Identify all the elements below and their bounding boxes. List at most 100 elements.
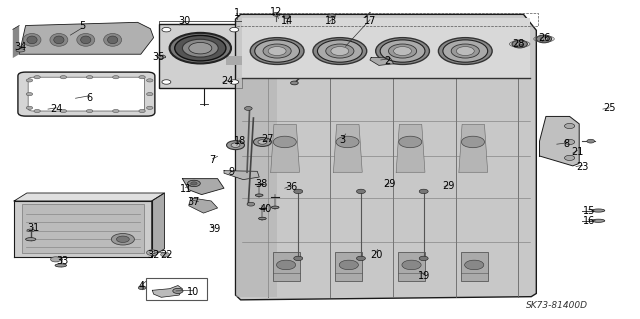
Text: 6: 6 (86, 93, 93, 103)
Polygon shape (152, 193, 164, 257)
Circle shape (326, 44, 354, 58)
Circle shape (587, 139, 595, 143)
Text: 36: 36 (285, 182, 298, 192)
Circle shape (147, 79, 153, 82)
Text: 23: 23 (576, 161, 589, 172)
Text: 8: 8 (563, 139, 570, 149)
Text: 5: 5 (79, 21, 85, 31)
Circle shape (255, 40, 300, 62)
Bar (335, 252, 362, 281)
Circle shape (26, 106, 33, 109)
Circle shape (564, 155, 575, 160)
Polygon shape (236, 78, 277, 297)
Text: 40: 40 (259, 204, 272, 214)
Circle shape (394, 47, 412, 56)
Circle shape (189, 42, 212, 54)
Text: 28: 28 (512, 39, 525, 49)
Text: 17: 17 (364, 16, 376, 26)
Text: 31: 31 (27, 223, 40, 233)
Circle shape (138, 286, 146, 290)
Circle shape (175, 35, 226, 61)
Polygon shape (19, 22, 154, 54)
Polygon shape (182, 179, 224, 195)
Text: 27: 27 (261, 134, 274, 144)
Circle shape (26, 93, 33, 96)
FancyBboxPatch shape (28, 77, 145, 111)
Text: SK73-81400D: SK73-81400D (526, 301, 588, 310)
Text: 29: 29 (442, 181, 454, 191)
Circle shape (268, 47, 286, 56)
Text: 16: 16 (582, 216, 595, 226)
Circle shape (419, 256, 428, 261)
Circle shape (173, 288, 183, 293)
Bar (146, 278, 207, 300)
Ellipse shape (26, 238, 36, 241)
Circle shape (536, 35, 552, 43)
Circle shape (188, 180, 200, 187)
FancyBboxPatch shape (18, 72, 155, 116)
Text: 19: 19 (417, 271, 430, 281)
Polygon shape (396, 124, 425, 172)
Circle shape (139, 76, 145, 79)
Text: 32: 32 (147, 249, 160, 260)
Circle shape (540, 37, 548, 41)
Circle shape (291, 81, 298, 85)
Circle shape (250, 38, 304, 64)
Text: 1: 1 (234, 8, 240, 19)
Circle shape (191, 182, 197, 185)
Bar (398, 252, 425, 281)
Circle shape (111, 234, 134, 245)
Circle shape (356, 256, 365, 261)
Polygon shape (236, 14, 536, 300)
Polygon shape (226, 56, 242, 65)
Text: 18: 18 (234, 136, 246, 146)
Circle shape (564, 139, 575, 145)
Circle shape (182, 39, 218, 57)
Circle shape (465, 260, 484, 270)
Circle shape (438, 38, 492, 64)
Ellipse shape (54, 36, 64, 44)
Circle shape (461, 136, 484, 148)
Text: 14: 14 (280, 16, 293, 26)
Text: 3: 3 (339, 135, 346, 145)
Circle shape (356, 189, 365, 194)
Text: 33: 33 (56, 256, 69, 266)
Text: 35: 35 (152, 52, 165, 62)
Circle shape (231, 143, 240, 147)
Circle shape (512, 40, 527, 48)
Circle shape (113, 76, 119, 79)
Text: 15: 15 (582, 205, 595, 216)
Polygon shape (189, 198, 218, 213)
Polygon shape (271, 124, 300, 172)
Polygon shape (14, 193, 164, 201)
Ellipse shape (255, 194, 263, 197)
Circle shape (150, 251, 155, 254)
Ellipse shape (81, 36, 91, 44)
Circle shape (161, 252, 170, 257)
Circle shape (388, 44, 417, 58)
Polygon shape (14, 201, 152, 257)
Circle shape (60, 109, 67, 113)
Circle shape (147, 250, 158, 256)
Circle shape (86, 76, 93, 79)
Circle shape (230, 27, 239, 32)
Circle shape (86, 109, 93, 113)
Circle shape (227, 141, 244, 150)
Circle shape (273, 136, 296, 148)
Bar (273, 252, 300, 281)
Circle shape (113, 109, 119, 113)
Circle shape (34, 76, 40, 79)
Polygon shape (242, 18, 530, 78)
Text: 2: 2 (384, 56, 390, 66)
Text: 30: 30 (178, 16, 191, 26)
Ellipse shape (273, 12, 280, 16)
Text: 12: 12 (270, 7, 283, 17)
Ellipse shape (283, 15, 291, 19)
Text: 37: 37 (187, 197, 200, 207)
Text: 4: 4 (139, 281, 145, 292)
Circle shape (294, 189, 303, 194)
Text: 29: 29 (383, 179, 396, 189)
Circle shape (147, 93, 153, 96)
Circle shape (313, 38, 367, 64)
Polygon shape (370, 57, 394, 65)
